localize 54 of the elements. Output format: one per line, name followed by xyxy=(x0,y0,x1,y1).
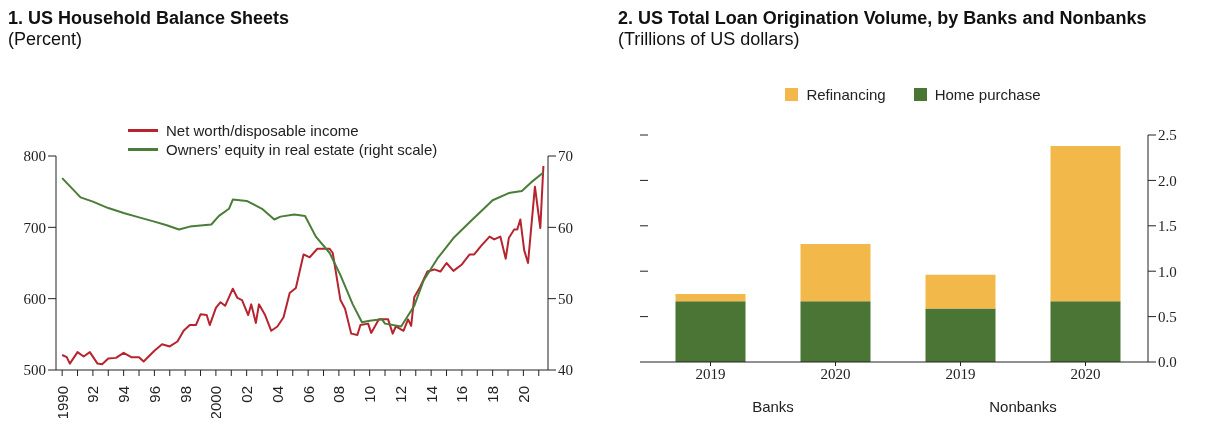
legend-label: Refinancing xyxy=(806,86,886,103)
x-tick-label: 2019 xyxy=(695,365,726,382)
chart-title: 1. US Household Balance Sheets xyxy=(8,8,291,29)
x-tick-label: 18 xyxy=(484,386,502,403)
bar xyxy=(800,243,871,302)
bar xyxy=(675,301,746,362)
x-tick-label: 12 xyxy=(391,386,409,403)
x-tick-label: 98 xyxy=(176,386,194,403)
y-tick-label: 800 xyxy=(23,148,46,165)
y-tick-label: 700 xyxy=(23,219,46,236)
x-tick-label: 94 xyxy=(115,386,133,403)
bar xyxy=(1050,145,1121,302)
x-tick-label: 2020 xyxy=(820,365,851,382)
bar xyxy=(925,274,996,309)
x-tick-label: 1990 xyxy=(53,386,71,420)
chart-title: 2. US Total Loan Origination Volume, by Banks and Nonbanks xyxy=(618,8,1148,29)
bar xyxy=(1050,301,1121,362)
y2-tick-label: 50 xyxy=(558,290,573,307)
bar xyxy=(925,308,996,362)
line-series xyxy=(61,171,545,328)
y-tick-label: 1.0 xyxy=(1158,263,1177,280)
y-tick-label: 1.5 xyxy=(1158,218,1177,235)
x-tick-label: 02 xyxy=(238,386,256,403)
y-tick-label: 500 xyxy=(23,362,46,379)
y-tick-label: 600 xyxy=(23,290,46,307)
x-tick-label: 2000 xyxy=(207,386,225,420)
line-series xyxy=(61,164,545,366)
chart-subtitle: (Trillions of US dollars) xyxy=(618,29,801,50)
y2-tick-label: 60 xyxy=(558,219,573,236)
text: Nonbanks xyxy=(988,398,1058,415)
y-tick-label: 0.0 xyxy=(1158,354,1177,371)
legend-label: Home purchase xyxy=(934,86,1041,103)
y-tick-label: 2.5 xyxy=(1158,127,1177,144)
x-tick-label: 14 xyxy=(422,386,440,403)
x-tick-label: 92 xyxy=(84,386,102,403)
bar xyxy=(800,301,871,362)
legend-label: Owners’ equity in real estate (right scale) xyxy=(166,141,438,158)
x-tick-label: 16 xyxy=(453,386,471,403)
x-tick-label: 06 xyxy=(299,386,317,403)
text: Banks xyxy=(751,398,795,415)
chart-subtitle: (Percent) xyxy=(8,29,84,50)
x-tick-label: 2019 xyxy=(945,365,976,382)
y2-tick-label: 40 xyxy=(558,362,573,379)
y-tick-label: 0.5 xyxy=(1158,308,1177,325)
x-tick-label: 10 xyxy=(361,386,379,403)
x-tick-label: 2020 xyxy=(1070,365,1101,382)
x-tick-label: 04 xyxy=(268,386,286,403)
y-tick-label: 2.0 xyxy=(1158,172,1177,189)
y2-tick-label: 70 xyxy=(558,148,573,165)
legend-label: Net worth/disposable income xyxy=(166,122,359,139)
x-tick-label: 08 xyxy=(330,386,348,403)
x-tick-label: 96 xyxy=(145,386,163,403)
bar xyxy=(675,293,746,302)
x-tick-label: 20 xyxy=(514,386,532,403)
